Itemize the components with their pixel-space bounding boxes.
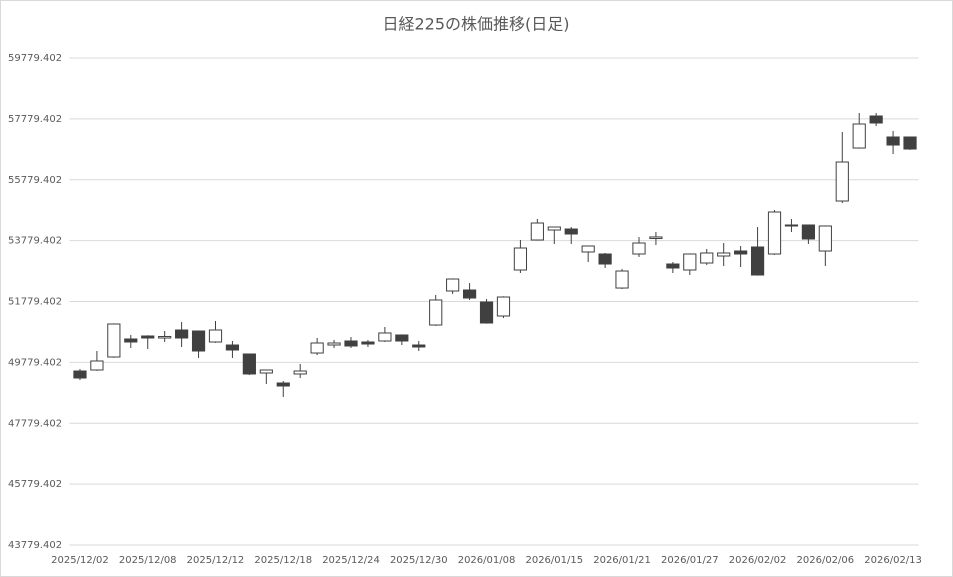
candle-body xyxy=(666,263,680,269)
x-tick-label: 2026/01/21 xyxy=(593,555,651,566)
candle-body xyxy=(700,252,714,264)
candle-body xyxy=(124,338,138,343)
candle-body xyxy=(903,136,917,150)
y-tick-label: 55779.402 xyxy=(8,175,62,186)
candle-body xyxy=(158,335,172,339)
x-tick-label: 2026/01/15 xyxy=(525,555,583,566)
x-tick-label: 2026/01/27 xyxy=(661,555,719,566)
candle-body xyxy=(412,344,426,348)
candle-body xyxy=(632,242,646,255)
x-tick-label: 2025/12/12 xyxy=(187,555,245,566)
x-tick-label: 2026/02/02 xyxy=(729,555,787,566)
x-tick-label: 2025/12/30 xyxy=(390,555,448,566)
candle-body xyxy=(801,224,815,240)
candle-body xyxy=(547,226,561,231)
y-tick-label: 59779.402 xyxy=(8,53,62,64)
x-tick-label: 2026/02/06 xyxy=(797,555,855,566)
x-tick-label: 2026/01/08 xyxy=(458,555,516,566)
candle-body xyxy=(835,161,849,202)
x-tick-label: 2026/02/13 xyxy=(864,555,922,566)
y-tick-label: 53779.402 xyxy=(8,236,62,247)
candle-body xyxy=(259,369,273,374)
candle-body xyxy=(242,353,256,375)
candle-body xyxy=(225,344,240,351)
candle-body xyxy=(327,342,341,346)
y-tick-label: 43779.402 xyxy=(8,540,62,551)
candle-body xyxy=(310,342,324,354)
candle-body xyxy=(869,115,883,124)
candle-body xyxy=(141,335,155,339)
candle-body xyxy=(513,247,528,271)
candle-body xyxy=(784,224,799,227)
candle-body xyxy=(90,360,104,371)
candle-body xyxy=(852,123,866,149)
candle-body xyxy=(734,250,748,255)
candle-body xyxy=(615,270,629,289)
candle-body xyxy=(378,332,392,342)
candle-body xyxy=(598,253,612,265)
candle-body xyxy=(191,330,206,352)
candle-body xyxy=(479,301,494,324)
x-tick-label: 2025/12/24 xyxy=(322,555,380,566)
y-tick-label: 47779.402 xyxy=(8,418,62,429)
candle-body xyxy=(361,341,375,345)
candle-body xyxy=(818,225,832,252)
chart-title: 日経225の株価推移(日足) xyxy=(382,15,569,34)
candle-body xyxy=(564,228,578,235)
candle-body xyxy=(530,222,544,241)
candle-body xyxy=(767,211,782,255)
candle-body xyxy=(344,340,358,347)
y-tick-label: 57779.402 xyxy=(8,114,62,125)
candle-body xyxy=(175,329,189,339)
candle-body xyxy=(717,252,731,257)
candle-body xyxy=(446,278,460,292)
candle-body xyxy=(293,370,307,375)
x-tick-label: 2025/12/18 xyxy=(254,555,312,566)
y-tick-label: 49779.402 xyxy=(8,357,62,368)
candle-body xyxy=(395,334,409,342)
candle-body xyxy=(208,329,223,343)
candle-body xyxy=(750,246,765,276)
candle-body xyxy=(73,370,87,379)
y-tick-label: 45779.402 xyxy=(8,479,62,490)
y-tick-label: 51779.402 xyxy=(8,297,62,308)
candle-body xyxy=(496,296,511,317)
candle-body xyxy=(683,253,697,271)
candle-body xyxy=(462,289,477,299)
candle-body xyxy=(886,136,900,146)
candle-body xyxy=(107,323,121,358)
candle-body xyxy=(429,299,443,326)
candle-body xyxy=(581,245,595,253)
x-tick-label: 2025/12/08 xyxy=(119,555,177,566)
candle-body xyxy=(276,382,290,387)
candle-body xyxy=(649,236,663,239)
x-tick-label: 2025/12/02 xyxy=(51,555,109,566)
